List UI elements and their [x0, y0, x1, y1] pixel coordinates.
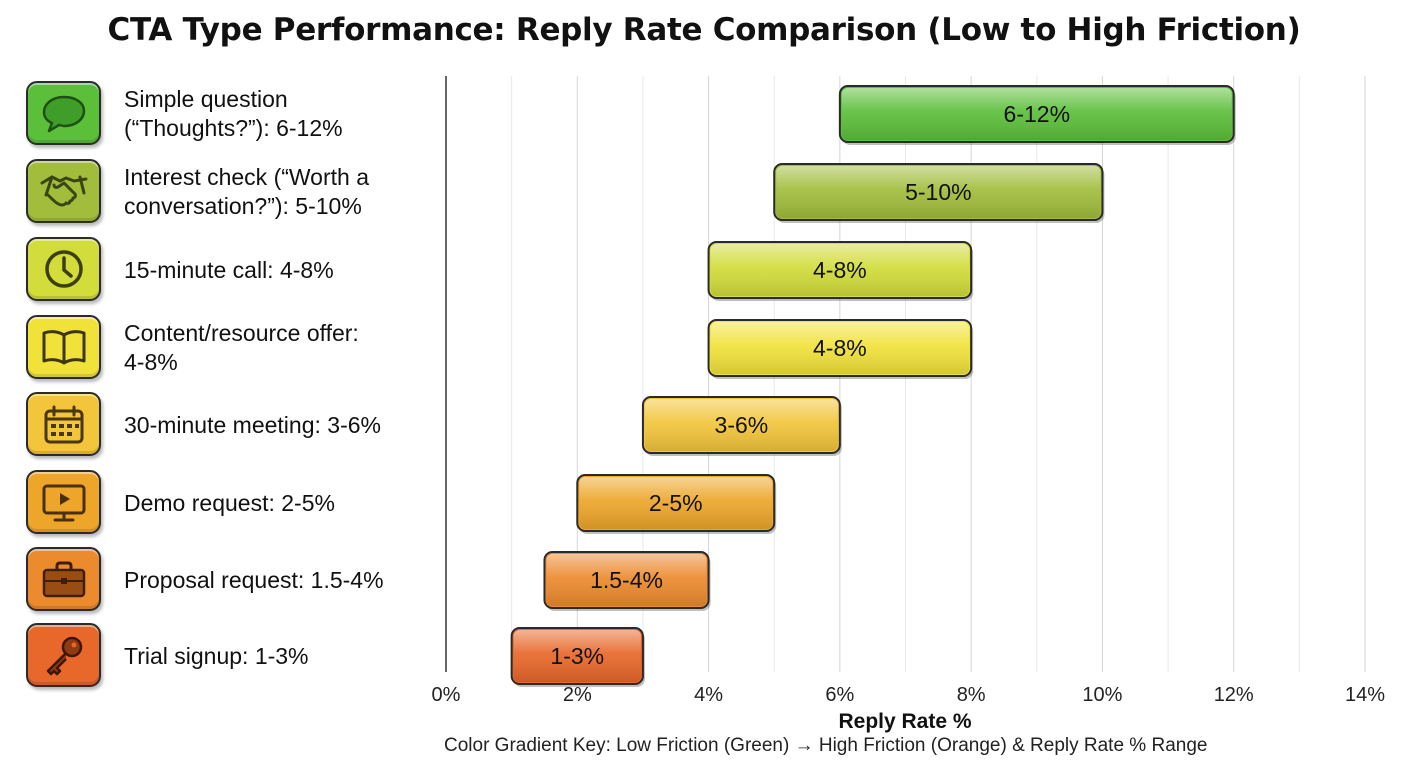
bar-value-label: 3-6%	[715, 412, 769, 438]
cta-row: Content/resource offer: 4-8%	[25, 315, 440, 381]
x-tick-label: 6%	[825, 684, 854, 706]
cta-row: Interest check (“Worth a conversation?”)…	[25, 159, 440, 225]
x-tick-label: 12%	[1214, 684, 1254, 706]
speech-bubble-icon	[26, 81, 101, 145]
calendar-icon	[26, 392, 101, 456]
bar-value-label: 1.5-4%	[590, 567, 663, 593]
chart-title: CTA Type Performance: Reply Rate Compari…	[107, 12, 1301, 48]
briefcase-icon	[26, 547, 101, 611]
range-bar-gloss	[513, 630, 641, 682]
key-icon	[26, 623, 101, 687]
x-axis-ticks: 0% 2% 4% 6% 8% 10% 12% 14%	[432, 684, 1386, 706]
range-bar-gloss	[644, 399, 838, 451]
cta-label: Content/resource offer: 4-8%	[124, 320, 359, 375]
cta-label: Demo request: 2-5%	[124, 489, 335, 516]
cta-label: Simple question (“Thoughts?”): 6-12%	[124, 86, 343, 141]
x-axis-label: Reply Rate %	[838, 710, 971, 733]
x-tick-label: 10%	[1082, 684, 1122, 706]
bar-value-label: 2-5%	[649, 490, 703, 516]
cta-row: 15-minute call: 4-8%	[25, 237, 440, 303]
cta-label: 15-minute call: 4-8%	[124, 256, 334, 283]
presentation-screen-icon	[26, 470, 101, 534]
x-tick-label: 8%	[957, 684, 986, 706]
handshake-icon	[26, 159, 101, 223]
bar-value-label: 5-10%	[905, 179, 971, 205]
x-tick-label: 0%	[432, 684, 461, 706]
clock-icon	[26, 237, 101, 301]
cta-label: Trial signup: 1-3%	[124, 642, 309, 669]
range-bar-gloss	[546, 554, 707, 606]
book-icon	[26, 315, 101, 379]
bar-value-label: 1-3%	[550, 643, 604, 669]
range-bar-gloss	[710, 244, 970, 296]
bar-value-label: 4-8%	[813, 335, 867, 361]
range-bar-gloss	[841, 88, 1232, 140]
cta-label: 30-minute meeting: 3-6%	[124, 411, 381, 438]
range-bar-gloss	[776, 166, 1101, 218]
bar-value-label: 4-8%	[813, 257, 867, 283]
bar-value-label: 6-12%	[1004, 101, 1070, 127]
x-tick-label: 4%	[694, 684, 723, 706]
range-bars: 6-12% 5-10% 4-8% 4-8% 3-6% 2-5% 1.5-4% 1-3%	[510, 85, 1236, 687]
x-tick-label: 14%	[1345, 684, 1385, 706]
cta-row: Demo request: 2-5%	[25, 470, 440, 536]
range-bar-gloss	[710, 322, 970, 374]
cta-row: Proposal request: 1.5-4%	[25, 547, 440, 613]
cta-row: Simple question (“Thoughts?”): 6-12%	[25, 81, 440, 147]
cta-label: Interest check (“Worth a conversation?”)…	[124, 164, 369, 219]
cta-row: 30-minute meeting: 3-6%	[25, 392, 440, 458]
cta-label: Proposal request: 1.5-4%	[124, 566, 384, 593]
color-gradient-key: Color Gradient Key: Low Friction (Green)…	[444, 735, 1208, 756]
x-tick-label: 2%	[563, 684, 592, 706]
cta-row: Trial signup: 1-3%	[25, 623, 440, 689]
range-bar-gloss	[579, 477, 773, 529]
